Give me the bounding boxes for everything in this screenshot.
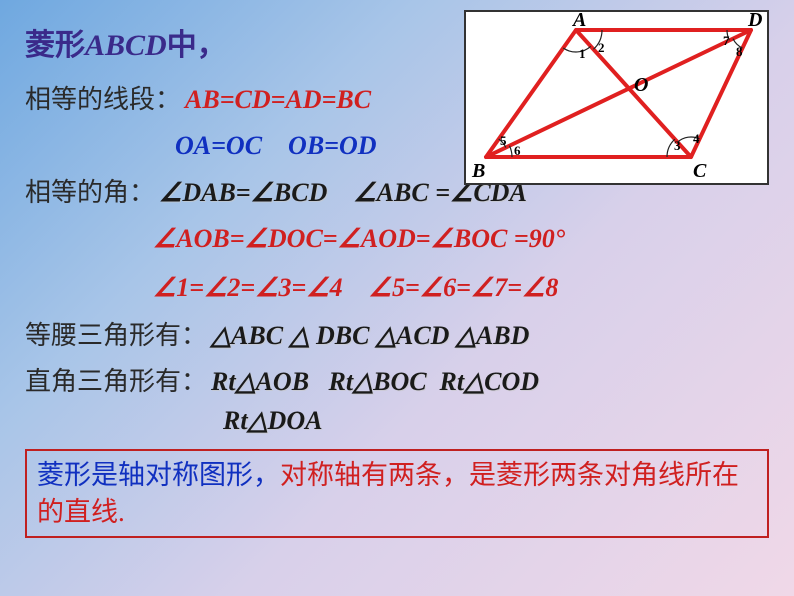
svg-text:C: C	[693, 160, 707, 182]
title-suffix: 中，	[167, 29, 227, 62]
right-list1: Rt△AOB Rt△BOC Rt△COD	[211, 367, 539, 396]
diagram-svg: A B C D O 12 34 56 78	[466, 12, 767, 183]
svg-text:3: 3	[674, 138, 681, 153]
svg-text:O: O	[634, 74, 648, 96]
right-list2: Rt△DOA	[223, 406, 322, 435]
isoceles-label: 等腰三角形有：	[25, 321, 207, 350]
angles-label: 相等的角：	[25, 178, 155, 207]
svg-text:4: 4	[693, 131, 700, 146]
isoceles-row: 等腰三角形有： △ABC △ DBC △ACD △ABD	[25, 318, 769, 354]
title-abcd: ABCD	[85, 29, 167, 62]
right-label: 直角三角形有：	[25, 367, 207, 396]
axis-box: 菱形是轴对称图形，对称轴有两条，是菱形两条对角线所在的直线.	[25, 449, 769, 538]
svg-text:8: 8	[736, 44, 743, 59]
angles-eq3: ∠1=∠2=∠3=∠4 ∠5=∠6=∠7=∠8	[153, 273, 558, 302]
svg-text:D: D	[747, 12, 762, 31]
segments-label: 相等的线段：	[25, 85, 181, 114]
segments-eq1: AB=CD=AD=BC	[185, 85, 371, 114]
svg-text:7: 7	[723, 33, 730, 48]
segments-eq2: OA=OC OB=OD	[175, 131, 377, 160]
svg-text:5: 5	[500, 133, 507, 148]
angles-row3: ∠1=∠2=∠3=∠4 ∠5=∠6=∠7=∠8	[25, 270, 769, 306]
svg-text:A: A	[571, 12, 586, 31]
right-row: 直角三角形有： Rt△AOB Rt△BOC Rt△COD	[25, 364, 769, 400]
axis-part1: 菱形是轴对称图形，	[37, 460, 280, 490]
svg-text:6: 6	[514, 143, 521, 158]
svg-text:B: B	[471, 160, 485, 182]
right-row2: Rt△DOA	[25, 403, 769, 439]
title-prefix: 菱形	[25, 29, 85, 62]
svg-text:1: 1	[579, 46, 586, 61]
angles-eq2: ∠AOB=∠DOC=∠AOD=∠BOC =90°	[153, 224, 565, 253]
isoceles-list: △ABC △ DBC △ACD △ABD	[211, 321, 529, 350]
svg-text:2: 2	[598, 40, 605, 55]
rhombus-diagram: A B C D O 12 34 56 78	[464, 10, 769, 185]
angles-row2: ∠AOB=∠DOC=∠AOD=∠BOC =90°	[25, 221, 769, 257]
